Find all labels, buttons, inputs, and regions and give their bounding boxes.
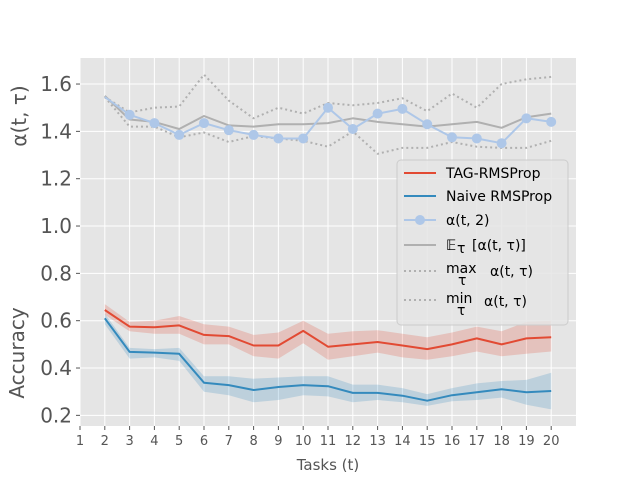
legend-label-mean: [α(t, τ)] — [472, 238, 526, 254]
x-tick-label: 6 — [200, 434, 208, 449]
series-point-alpha2 — [174, 129, 185, 140]
legend-prefix-min: min — [446, 291, 472, 307]
y-axis-label-bottom: Accuracy — [5, 307, 29, 398]
y-tick-label: 0.8 — [40, 261, 72, 285]
legend-label-max: α(t, τ) — [490, 264, 533, 280]
x-tick-label: 12 — [345, 434, 362, 449]
x-tick-label: 13 — [369, 434, 386, 449]
legend: TAG-RMSProp Naive RMSProp α(t, 2) 𝔼 τ [α… — [396, 159, 569, 326]
x-tick-label: 10 — [295, 434, 312, 449]
series-point-alpha2 — [124, 109, 135, 120]
legend-label-alpha2: α(t, 2) — [446, 213, 489, 229]
x-tick-label: 17 — [469, 434, 486, 449]
series-point-alpha2 — [496, 138, 507, 149]
x-tick-label: 16 — [444, 434, 461, 449]
x-tick-label: 19 — [518, 434, 535, 449]
legend-subscript-min: τ — [457, 303, 465, 319]
x-axis-label: Tasks (t) — [296, 456, 360, 474]
legend-box — [396, 159, 569, 326]
x-tick-label: 20 — [543, 434, 560, 449]
legend-label-naive: Naive RMSProp — [446, 189, 552, 205]
y-tick-label: 1.0 — [40, 214, 72, 238]
series-band-naive — [104, 313, 552, 410]
legend-subscript-mean: τ — [457, 241, 465, 257]
legend-prefix-max: max — [446, 261, 477, 277]
series-point-alpha2 — [248, 129, 259, 140]
x-tick-label: 2 — [101, 434, 109, 449]
legend-item-max: max τ α(t, τ) — [404, 261, 533, 289]
x-tick-label: 14 — [394, 434, 411, 449]
y-tick-label: 1.2 — [40, 167, 72, 191]
series-line-mean — [104, 95, 552, 130]
legend-item-mean: 𝔼 τ [α(t, τ)] — [404, 238, 526, 257]
legend-prefix-mean: 𝔼 — [446, 238, 456, 254]
legend-marker-alpha2 — [415, 215, 425, 225]
series-point-alpha2 — [298, 133, 309, 144]
y-tick-label: 1.4 — [40, 119, 72, 143]
series-point-alpha2 — [347, 123, 358, 134]
x-tick-label: 7 — [225, 434, 233, 449]
x-tick-label: 11 — [320, 434, 337, 449]
y-tick-label: 0.6 — [40, 309, 72, 333]
legend-item-alpha2: α(t, 2) — [404, 213, 489, 229]
x-tick-label: 15 — [419, 434, 436, 449]
x-tick-label: 3 — [125, 434, 133, 449]
series-point-alpha2 — [323, 102, 333, 113]
series-line-naive — [103, 317, 552, 402]
x-tick-label: 18 — [493, 434, 510, 449]
legend-item-tag: TAG-RMSProp — [404, 166, 541, 182]
series-point-alpha2 — [546, 116, 557, 127]
series-point-alpha2 — [223, 125, 234, 136]
series-point-alpha2 — [397, 103, 408, 114]
y-tick-label: 0.4 — [40, 356, 72, 380]
series-line-tag — [104, 309, 552, 351]
series-point-alpha2 — [273, 133, 284, 144]
y-tick-label: 1.6 — [40, 72, 72, 96]
legend-subscript-max: τ — [458, 273, 466, 289]
x-tick-label: 9 — [274, 434, 282, 449]
x-tick-label: 8 — [249, 434, 257, 449]
legend-label-min: α(t, τ) — [484, 294, 527, 310]
y-tick-label: 0.2 — [40, 403, 72, 427]
legend-item-naive: Naive RMSProp — [404, 189, 552, 205]
series-point-alpha2 — [521, 113, 532, 124]
series-point-alpha2 — [422, 119, 433, 130]
y-axis-label-top: α(t, τ) — [7, 85, 31, 146]
legend-item-min: min τ α(t, τ) — [404, 291, 527, 319]
series-point-alpha2 — [199, 118, 209, 129]
series-point-alpha2 — [149, 118, 160, 129]
series-point-alpha2 — [447, 132, 457, 143]
x-tick-label: 4 — [150, 434, 158, 449]
x-tick-label: 1 — [76, 434, 84, 449]
series-point-alpha2 — [372, 108, 383, 119]
legend-label-tag: TAG-RMSProp — [445, 166, 541, 182]
x-tick-label: 5 — [175, 434, 183, 449]
series-point-alpha2 — [471, 133, 482, 144]
